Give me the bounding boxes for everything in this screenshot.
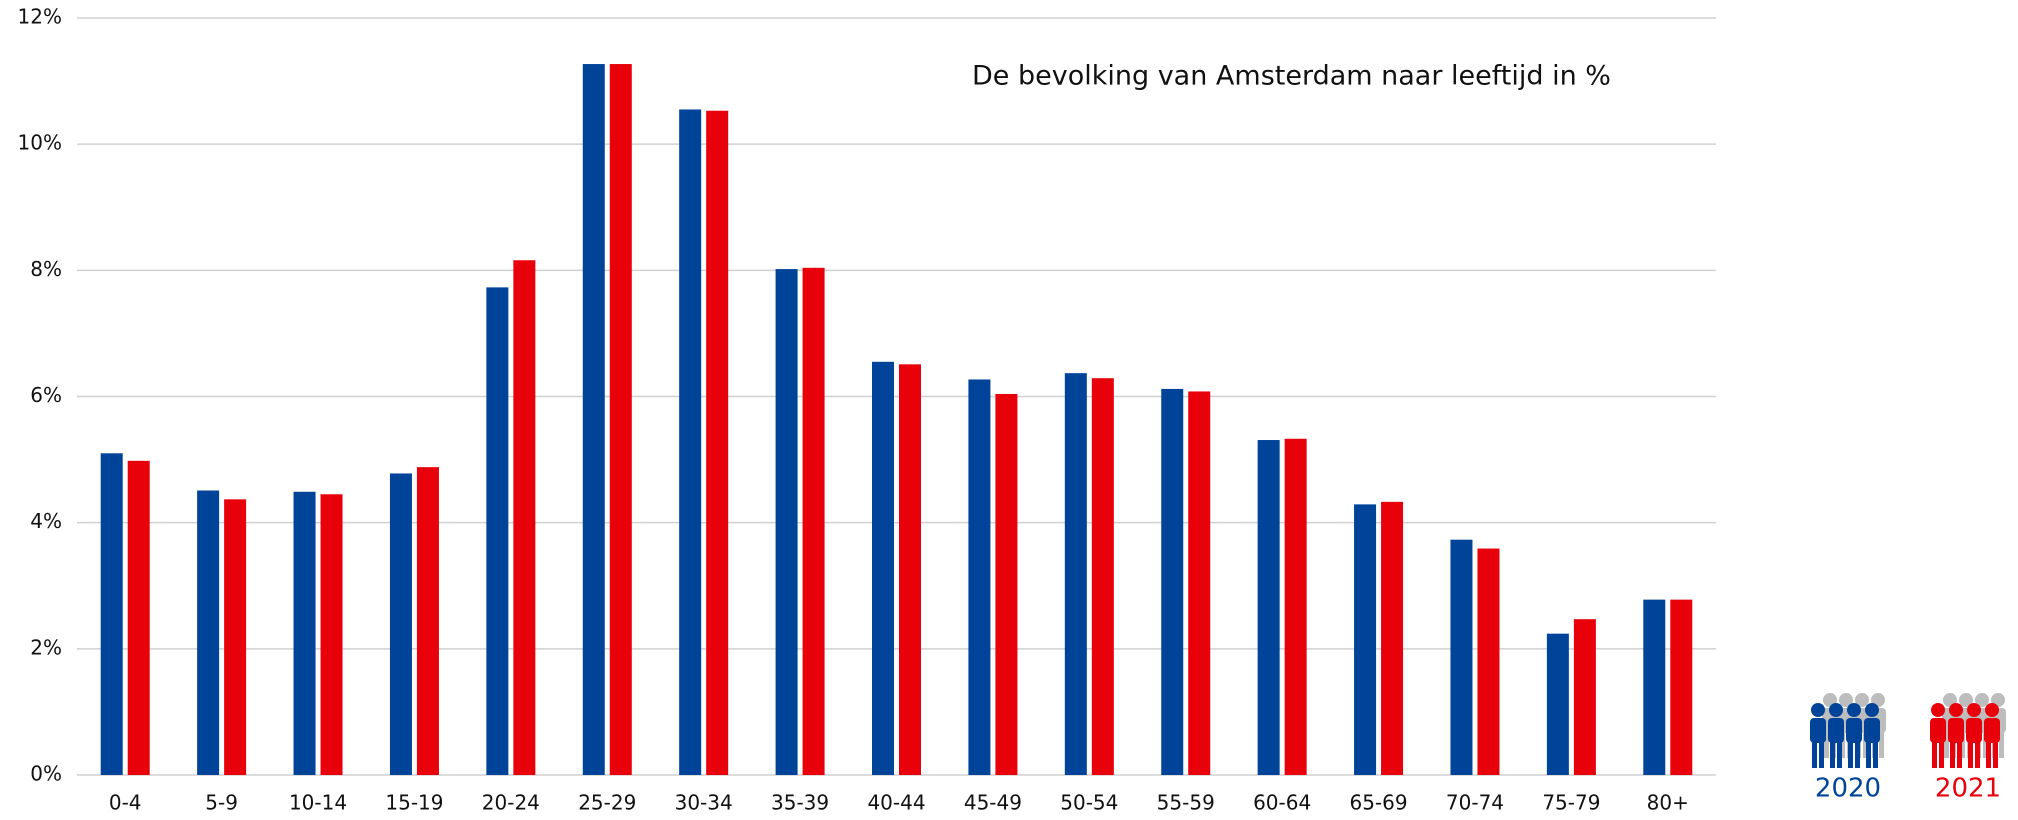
bar — [802, 267, 825, 775]
bar — [197, 490, 220, 775]
x-tick-label: 50-54 — [1060, 791, 1118, 815]
bar — [1257, 440, 1280, 775]
bar — [1091, 378, 1114, 775]
x-tick-label: 65-69 — [1349, 791, 1407, 815]
y-tick-label: 2% — [30, 635, 62, 659]
bar — [899, 364, 921, 775]
x-tick-label: 0-4 — [109, 791, 142, 815]
bar — [1284, 438, 1307, 775]
legend-icon — [1810, 693, 1886, 768]
bar — [1381, 501, 1404, 775]
bar — [1573, 619, 1596, 775]
bar — [995, 393, 1018, 775]
chart-title: De bevolking van Amsterdam naar leeftijd… — [972, 61, 1611, 92]
bar — [224, 499, 247, 775]
bar — [1450, 539, 1473, 775]
x-tick-label: 25-29 — [578, 791, 636, 815]
bar — [679, 109, 702, 776]
bar — [293, 491, 316, 775]
x-tick-label: 55-59 — [1157, 791, 1215, 815]
bar — [389, 473, 412, 775]
bar — [1643, 599, 1666, 775]
x-tick-label: 35-39 — [771, 791, 829, 815]
y-tick-label: 12% — [18, 5, 62, 29]
bar — [968, 379, 991, 775]
bar — [1477, 548, 1500, 775]
x-tick-label: 15-19 — [385, 791, 443, 815]
y-tick-label: 0% — [30, 762, 62, 786]
bar — [127, 460, 150, 775]
bar — [582, 64, 605, 775]
bar — [1546, 633, 1569, 775]
legend-label: 2020 — [1815, 774, 1881, 804]
y-tick-label: 6% — [30, 383, 62, 407]
bar — [1670, 599, 1693, 775]
x-tick-label: 40-44 — [867, 791, 925, 815]
x-tick-label: 10-14 — [289, 791, 347, 815]
bar — [1161, 388, 1184, 775]
x-tick-label: 80+ — [1647, 791, 1689, 815]
x-tick-label: 60-64 — [1253, 791, 1311, 815]
bar — [609, 64, 632, 775]
bar — [513, 260, 536, 775]
x-tick-label: 5-9 — [205, 791, 238, 815]
bar — [1188, 391, 1211, 775]
bar — [706, 110, 729, 776]
legend-label: 2021 — [1935, 774, 2001, 804]
x-tick-label: 20-24 — [482, 791, 540, 815]
bar — [486, 287, 509, 775]
legend-icon — [1930, 693, 2006, 768]
bar — [320, 494, 343, 775]
x-tick-label: 30-34 — [675, 791, 733, 815]
bar — [1064, 373, 1087, 775]
x-tick-label: 45-49 — [964, 791, 1022, 815]
bar — [1354, 504, 1377, 775]
bar — [775, 269, 798, 775]
bar — [872, 361, 894, 775]
bar — [100, 453, 123, 775]
x-tick-label: 70-74 — [1446, 791, 1504, 815]
bar — [416, 467, 439, 775]
y-tick-label: 8% — [30, 257, 62, 281]
x-tick-label: 75-79 — [1542, 791, 1600, 815]
y-tick-label: 4% — [30, 509, 62, 533]
y-tick-label: 10% — [18, 131, 62, 155]
